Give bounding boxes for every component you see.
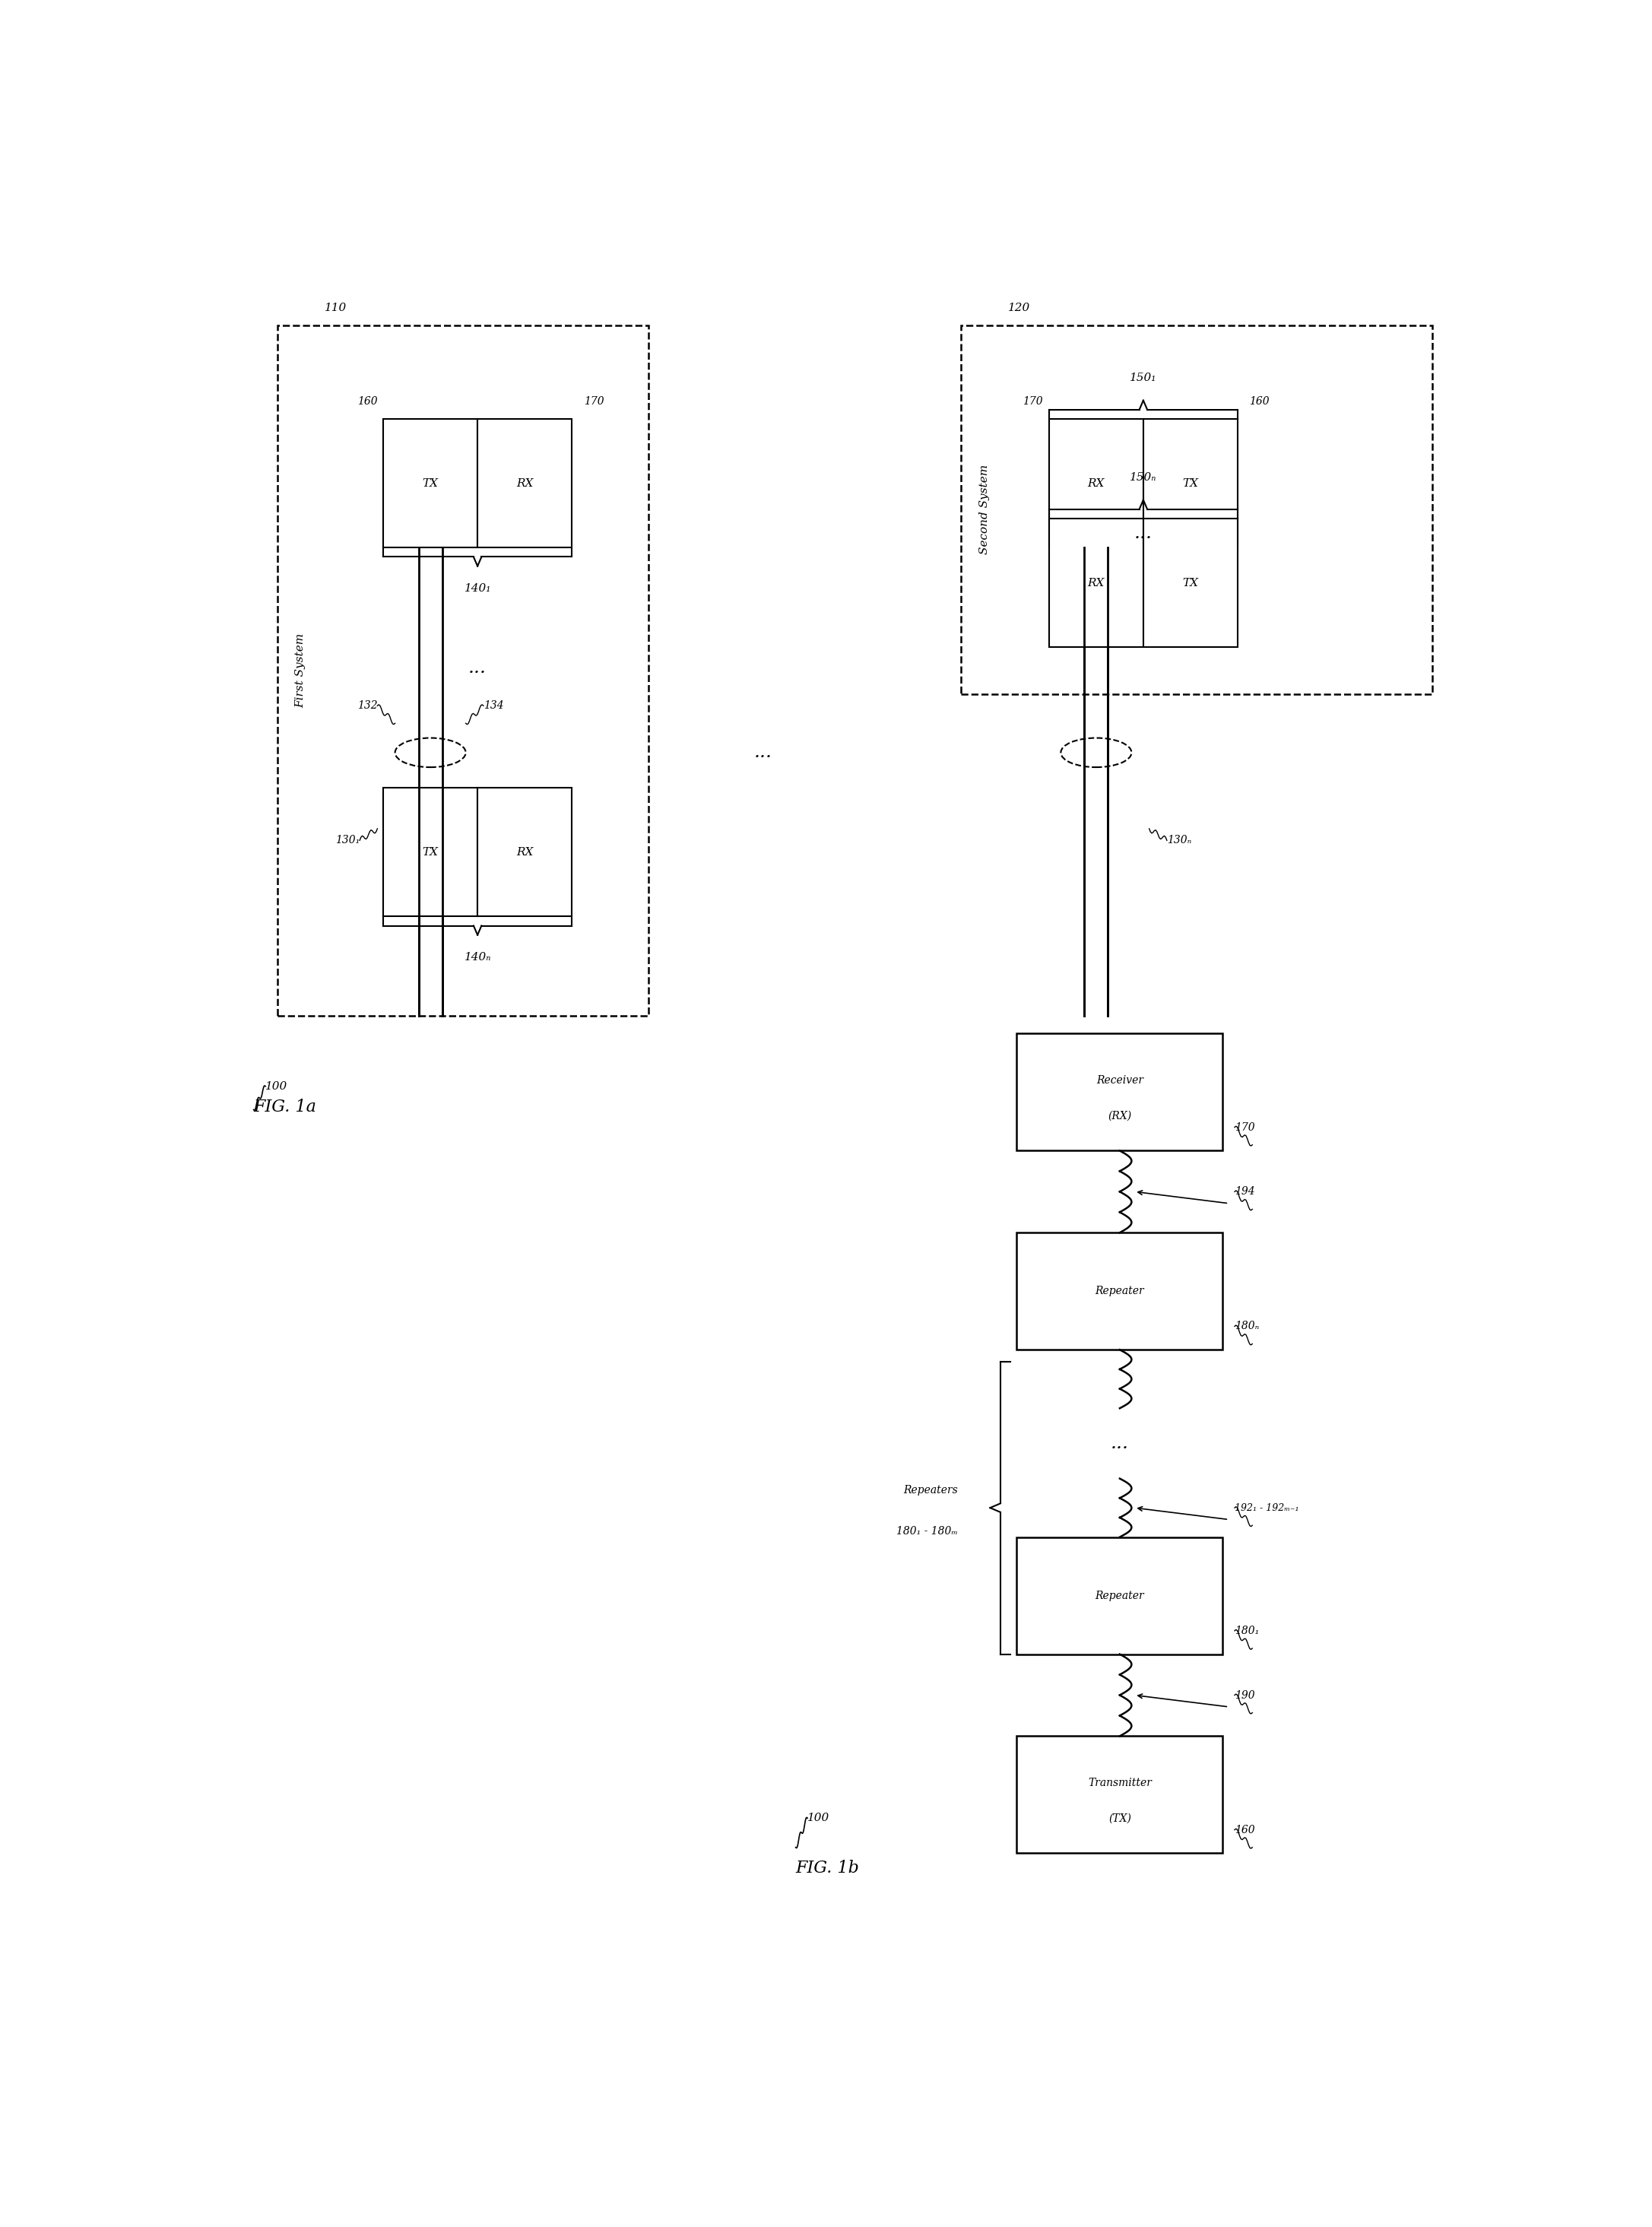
Text: 180₁ - 180ₘ: 180₁ - 180ₘ: [897, 1525, 958, 1537]
Text: ...: ...: [1110, 1434, 1128, 1452]
Text: 170: 170: [1023, 396, 1042, 408]
Text: 134: 134: [484, 702, 504, 710]
Text: RX: RX: [1087, 479, 1105, 488]
Text: (RX): (RX): [1108, 1111, 1132, 1120]
Text: 190: 190: [1234, 1690, 1256, 1701]
Text: TX: TX: [423, 479, 438, 488]
Text: RX: RX: [515, 846, 534, 857]
Text: 150₁: 150₁: [1130, 372, 1156, 383]
Bar: [1016, 1234, 1222, 1350]
Text: 160: 160: [1249, 396, 1270, 408]
Text: 170: 170: [1234, 1122, 1256, 1134]
Bar: [1016, 1737, 1222, 1853]
Text: 194: 194: [1234, 1187, 1256, 1196]
Text: ...: ...: [469, 659, 487, 677]
Text: 170: 170: [583, 396, 605, 408]
Text: 110: 110: [324, 303, 347, 314]
Text: (TX): (TX): [1108, 1813, 1132, 1824]
Bar: [961, 325, 1432, 695]
Text: First System: First System: [296, 632, 306, 708]
Bar: [383, 788, 477, 918]
Bar: [1143, 519, 1237, 648]
Text: ...: ...: [755, 744, 773, 762]
Bar: [1049, 519, 1143, 648]
Bar: [477, 788, 572, 918]
Text: TX: TX: [423, 846, 438, 857]
Text: Receiver: Receiver: [1097, 1076, 1143, 1087]
Text: 140ₙ: 140ₙ: [464, 953, 491, 962]
Text: 160: 160: [357, 396, 377, 408]
Text: 132: 132: [357, 702, 377, 710]
Text: 180₁: 180₁: [1234, 1626, 1259, 1637]
Text: 180ₙ: 180ₙ: [1234, 1321, 1259, 1332]
Text: 130ₙ: 130ₙ: [1166, 835, 1191, 846]
Text: Transmitter: Transmitter: [1089, 1777, 1151, 1788]
Text: 150ₙ: 150ₙ: [1130, 472, 1156, 483]
Text: TX: TX: [1183, 577, 1198, 588]
Text: 100: 100: [808, 1813, 829, 1824]
Bar: [477, 419, 572, 548]
Bar: [1016, 1537, 1222, 1655]
Text: ...: ...: [1135, 523, 1153, 541]
Text: 120: 120: [1008, 303, 1031, 314]
Text: RX: RX: [515, 479, 534, 488]
Text: 100: 100: [266, 1080, 287, 1091]
Text: Repeater: Repeater: [1095, 1285, 1145, 1296]
Text: 130₁: 130₁: [335, 835, 360, 846]
Text: Second System: Second System: [980, 465, 990, 555]
Text: FIG. 1b: FIG. 1b: [796, 1860, 859, 1877]
Text: FIG. 1a: FIG. 1a: [254, 1098, 317, 1116]
Text: RX: RX: [1087, 577, 1105, 588]
Text: 140₁: 140₁: [464, 583, 491, 595]
Text: 192₁ - 192ₘ₋₁: 192₁ - 192ₘ₋₁: [1234, 1503, 1298, 1512]
Text: Repeaters: Repeaters: [904, 1485, 958, 1497]
Bar: [1143, 419, 1237, 548]
Bar: [278, 325, 648, 1016]
Text: TX: TX: [1183, 479, 1198, 488]
Bar: [1049, 419, 1143, 548]
Bar: [1016, 1033, 1222, 1151]
Text: 160: 160: [1234, 1824, 1256, 1835]
Bar: [383, 419, 477, 548]
Text: Repeater: Repeater: [1095, 1590, 1145, 1601]
